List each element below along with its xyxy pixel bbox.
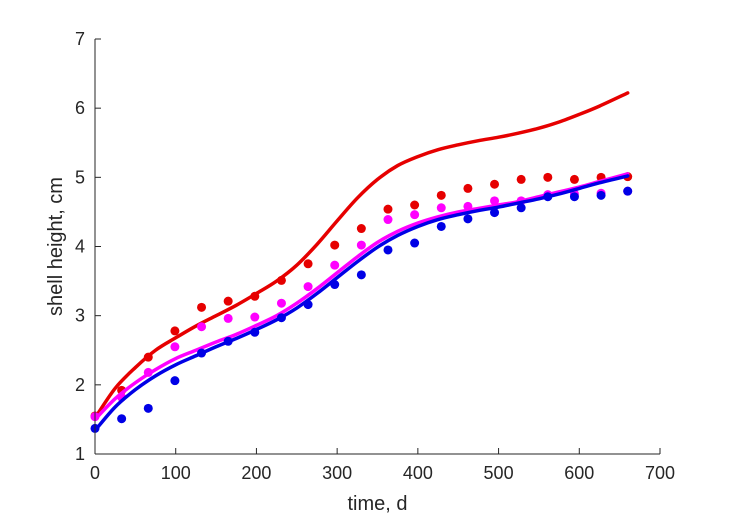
series-1-point [197,302,207,312]
series-3-point [516,203,526,213]
series-3-point [170,376,180,386]
series-3-point [436,221,446,231]
series-3-point [117,414,127,424]
y-ticks: 1 2 3 4 5 6 7 [75,29,101,464]
series-1-point [463,183,473,193]
y-axis-label: shell height, cm [45,177,67,316]
series-1-point [303,259,313,269]
series-1-point [276,275,286,285]
y-tick-label: 4 [75,237,85,257]
series-2-point [356,240,366,250]
series-3-point [330,280,340,290]
x-tick-label: 600 [564,463,594,483]
series-1-point [330,240,340,250]
series-3-point [623,186,633,196]
series-2-point [223,313,233,323]
series-2-point [463,201,473,211]
series-3-point [303,300,313,310]
series-1-point [543,172,553,182]
series-2-point [436,203,446,213]
series-1-point [410,200,420,210]
y-tick-label: 7 [75,29,85,49]
series-3-point [410,238,420,248]
series-1-point [170,326,180,336]
series-3-point [223,336,233,346]
series-2-point [276,298,286,308]
x-tick-label: 700 [645,463,675,483]
x-tick-label: 500 [484,463,514,483]
x-tick-label: 100 [161,463,191,483]
axes: 0 100 200 300 400 500 600 700 1 2 3 4 5 6 7 [75,29,675,483]
x-tick-label: 0 [90,463,100,483]
series-2-point [170,342,180,352]
y-tick-label: 6 [75,98,85,118]
series-2-point [330,260,340,270]
series-3-fit-line [93,174,630,433]
x-tick-label: 400 [403,463,433,483]
series-3-point [463,214,473,224]
series-3 [90,174,633,433]
series-2-point [490,196,500,206]
y-tick-label: 1 [75,444,85,464]
series-1-point [356,224,366,234]
series-1-point [250,291,260,301]
series-1-point [569,174,579,184]
series-2-point [143,367,153,377]
series-3-point [569,192,579,202]
series-1-point [516,174,526,184]
x-tick-label: 300 [322,463,352,483]
series-2 [90,172,633,422]
x-ticks: 0 100 200 300 400 500 600 700 [90,448,675,483]
series-1-point [490,179,500,189]
series-1-point [143,352,153,362]
y-tick-label: 5 [75,167,85,187]
series-2-point [410,210,420,220]
series-2-fit-line [93,172,630,422]
series-2-point [250,312,260,322]
series-3-point [197,348,207,358]
series-1-point [223,296,233,306]
series-2-point [303,282,313,292]
x-tick-label: 200 [241,463,271,483]
series-3-point [490,208,500,218]
series-3-point [356,270,366,280]
series-3-point [383,245,393,255]
series-2-point [197,322,207,332]
series-3-point [543,192,553,202]
series-2-point [383,215,393,225]
y-tick-label: 3 [75,306,85,326]
series-3-point [250,327,260,337]
series-3-point [143,403,153,413]
series-3-point [596,190,606,200]
series-3-point [276,313,286,323]
y-tick-label: 2 [75,375,85,395]
series-1-point [383,204,393,214]
x-axis-label: time, d [347,493,407,515]
series-1-fit-line [93,91,630,420]
series-1 [90,91,633,421]
plot-area [90,91,633,433]
series-1-point [436,190,446,200]
